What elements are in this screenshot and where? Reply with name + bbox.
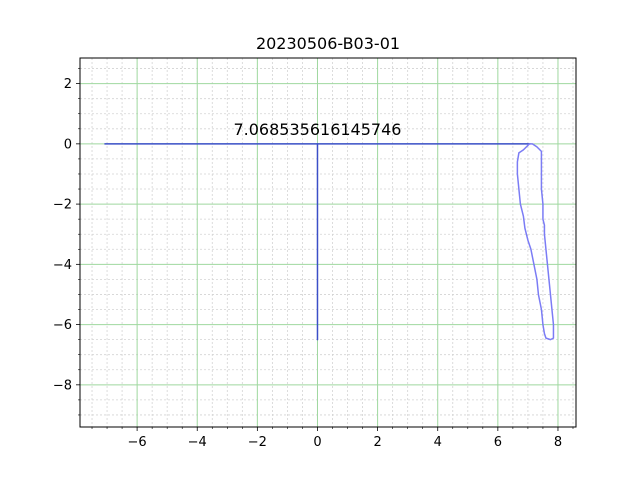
axes-frame	[79, 57, 577, 428]
annotation-layer: 7.068535616145746	[233, 120, 401, 139]
x-tick-label: −4	[188, 435, 207, 450]
series-line-3	[516, 143, 555, 341]
y-tick-label: −4	[53, 258, 72, 273]
x-tick-label: 2	[373, 435, 381, 450]
x-tick-label: 6	[494, 435, 502, 450]
y-tick-label: −6	[53, 318, 72, 333]
series-layer	[104, 143, 555, 341]
ticks-layer: −6 −4 −2 0 2 4 6 8 −8 −6 −4 −2 0 2	[53, 68, 574, 450]
y-tick-label: −8	[53, 378, 72, 393]
y-tick-label: 0	[64, 137, 72, 152]
x-tick-label: −6	[128, 435, 147, 450]
x-tick-label: 8	[554, 435, 562, 450]
x-tick-label: 0	[313, 435, 321, 450]
grid	[80, 58, 576, 427]
chart-title: 20230506-B03-01	[256, 34, 400, 53]
annotation-label: 7.068535616145746	[233, 120, 401, 139]
y-tick-label: 2	[64, 77, 72, 92]
y-tick-label: −2	[53, 198, 72, 213]
x-tick-label: 4	[434, 435, 442, 450]
x-tick-label: −2	[248, 435, 267, 450]
